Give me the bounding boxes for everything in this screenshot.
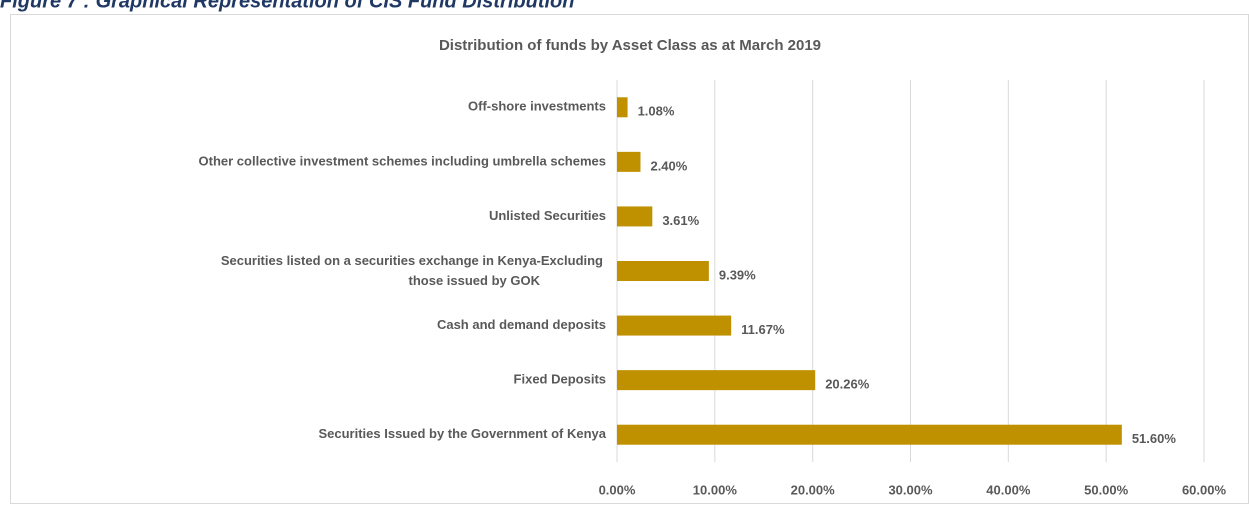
x-tick-label: 60.00% [1182,482,1227,497]
y-tick-label: Unlisted Securities [489,208,606,223]
chart-title: Distribution of funds by Asset Class as … [439,37,821,54]
x-tick-label: 30.00% [888,482,933,497]
bar [617,370,816,391]
y-tick-label: Off-shore investments [468,99,606,114]
y-tick-label: Fixed Deposits [514,372,606,387]
data-label: 9.39% [719,267,756,282]
x-tick-label: 50.00% [1084,482,1129,497]
y-tick-label: Securities Issued by the Government of K… [318,426,606,441]
data-label: 20.26% [825,377,870,392]
x-tick-label: 0.00% [599,482,636,497]
data-label: 2.40% [650,158,687,173]
data-label: 51.60% [1132,431,1177,446]
y-tick-label: Securities listed on a securities exchan… [221,253,603,288]
y-tick-label: Cash and demand deposits [437,317,606,332]
figure-caption: Figure 7 : Graphical Representation of C… [0,0,574,12]
bar [617,424,1122,445]
bar [617,206,653,227]
bar [617,315,732,336]
data-label: 3.61% [662,213,699,228]
y-tick-label: Other collective investment schemes incl… [199,153,606,168]
bar [617,151,641,172]
bar [617,261,709,281]
bar [617,97,628,118]
x-tick-label: 10.00% [693,482,738,497]
x-tick-label: 20.00% [791,482,836,497]
x-tick-label: 40.00% [986,482,1031,497]
data-label: 11.67% [741,322,785,337]
data-label: 1.08% [638,104,675,119]
